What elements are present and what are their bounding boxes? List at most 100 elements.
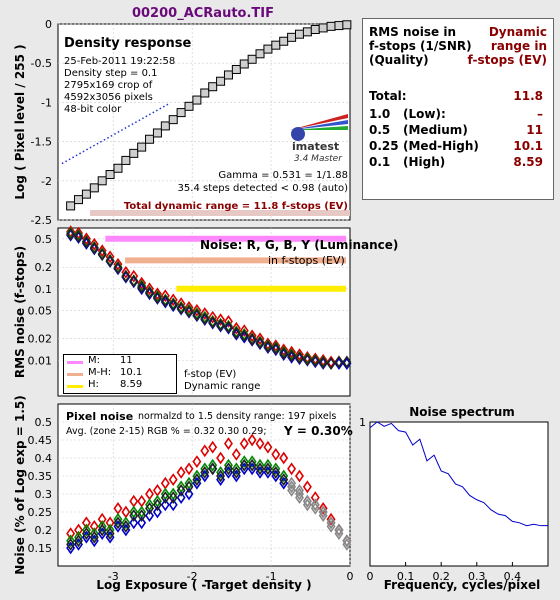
noise-marker — [287, 345, 297, 359]
legend-value-h: 8.59 — [120, 379, 143, 390]
logo-subtext: 3.4 Master — [294, 154, 342, 164]
rms-noise-table: RMS noise in f-stops (1/SNR) (Quality) D… — [362, 18, 554, 200]
pixel-noise-marker — [168, 491, 178, 504]
noise-marker — [295, 348, 304, 361]
pixel-noise-marker — [255, 462, 265, 476]
pixel-noise-marker — [152, 498, 162, 512]
noise-y-ticks: 0.5 0.2 0.1 0.05 0.02 0.01 — [28, 233, 53, 367]
density-marker — [200, 88, 210, 98]
pixel-noise-marker — [81, 527, 91, 540]
density-marker — [81, 189, 91, 199]
density-marker — [318, 23, 328, 33]
pixel-noise-marker — [89, 527, 99, 540]
pixel-noise-marker — [176, 466, 186, 479]
pixel-noise-marker — [271, 462, 281, 476]
noise-marker — [137, 282, 147, 296]
y-tick-label: 0.05 — [28, 304, 53, 317]
density-plot-frame — [57, 23, 351, 221]
pixel-noise-marker — [184, 480, 194, 494]
noise-marker — [168, 293, 178, 307]
noise-marker — [192, 303, 202, 317]
pixel-noise-marker — [176, 484, 186, 497]
pixel-noise-marker — [255, 437, 265, 450]
density-marker — [271, 40, 281, 50]
density-marker — [247, 54, 257, 64]
pixel-noise-marker — [231, 462, 241, 476]
pixel-noise-marker — [168, 498, 178, 512]
noise-marker — [121, 265, 131, 279]
legend-value-m: 11 — [120, 355, 133, 366]
pixel-noise-marker — [160, 498, 170, 512]
pixel-noise-marker — [208, 440, 218, 454]
noise-marker — [279, 343, 289, 357]
noise-marker — [89, 237, 99, 251]
density-marker — [129, 148, 139, 158]
noise-marker — [200, 307, 210, 320]
fit-line — [61, 103, 169, 165]
noise-marker — [318, 353, 328, 367]
noise-marker — [326, 357, 336, 370]
pixel-noise-marker — [287, 476, 297, 490]
rms-row: 1.0 (Low): – — [369, 107, 547, 121]
pixel-noise-y-value: Y = 0.30% — [284, 424, 353, 438]
density-marker — [208, 82, 218, 92]
density-info: 25-Feb-2011 19:22:58 Density step = 0.1 … — [64, 56, 175, 116]
density-marker — [231, 64, 241, 74]
density-markers — [66, 20, 352, 211]
noise-marker — [121, 269, 131, 283]
y-tick-label: 0.1 — [35, 283, 53, 296]
y-tick-label: 0.2 — [35, 524, 53, 537]
pixel-noise-marker — [121, 520, 131, 533]
noise-marker — [81, 232, 91, 246]
noise-marker — [113, 261, 123, 275]
pixel-noise-marker — [326, 512, 336, 526]
pixel-noise-marker — [295, 487, 304, 501]
pixel-noise-marker — [247, 433, 257, 447]
y-tick-label: -2.5 — [31, 214, 52, 227]
pixel-noise-marker — [216, 466, 226, 479]
noise-marker — [239, 329, 249, 343]
noise-marker — [66, 227, 76, 241]
rms-header-right: Dynamic range in f-stops (EV) — [369, 25, 547, 67]
pixel-noise-marker — [302, 494, 312, 508]
density-marker — [216, 76, 226, 86]
pixel-noise-marker — [176, 491, 186, 504]
spectrum-curve — [369, 421, 548, 527]
x-tick-label: 0 — [347, 570, 354, 583]
pixel-noise-marker — [184, 487, 194, 501]
noise-subtitle: in f-stops (EV) — [268, 254, 345, 267]
x-tick-label: -2 — [187, 570, 198, 583]
noise-marker — [302, 353, 312, 367]
density-info-line: 2795x169 crop of — [64, 80, 153, 91]
density-marker — [326, 21, 336, 31]
rms-row-label: (Low): — [403, 107, 446, 121]
pixel-noise-marker — [295, 469, 304, 483]
pixel-noise-marker — [200, 444, 210, 458]
rms-row: 0.1 (High) 8.59 — [369, 155, 547, 169]
pixel-noise-marker — [81, 523, 91, 537]
noise-marker — [113, 257, 123, 271]
density-marker — [334, 21, 344, 31]
noise-spectrum-panel: 0 0.1 0.2 0.3 0.4 1 — [359, 416, 549, 583]
header-left-line: (Quality) — [369, 53, 429, 67]
pixel-noise-marker — [216, 469, 226, 483]
noise-marker — [74, 230, 83, 243]
y-tick-label: 0.5 — [35, 416, 53, 429]
y-tick-label: 0.02 — [28, 333, 53, 346]
density-marker — [66, 201, 76, 211]
pixel-noise-marker — [263, 440, 273, 454]
noise-marker — [152, 291, 162, 305]
pixel-noise-marker — [192, 473, 202, 486]
pixel-noise-marker — [74, 534, 83, 548]
density-marker — [342, 20, 352, 30]
density-marker — [184, 101, 194, 111]
noise-legend: M: 11 M-H: 10.1 H: 8.59 — [63, 354, 177, 394]
x-tick-label: 0.1 — [397, 570, 415, 583]
density-marker — [168, 115, 178, 125]
gamma-fit-line — [61, 103, 169, 165]
rms-row: 0.5 (Medium) 11 — [369, 123, 547, 137]
density-info-line: 4592x3056 pixels — [64, 92, 153, 103]
noise-marker — [287, 349, 297, 363]
pixel-noise-marker — [239, 455, 249, 468]
noise-marker — [326, 355, 336, 369]
